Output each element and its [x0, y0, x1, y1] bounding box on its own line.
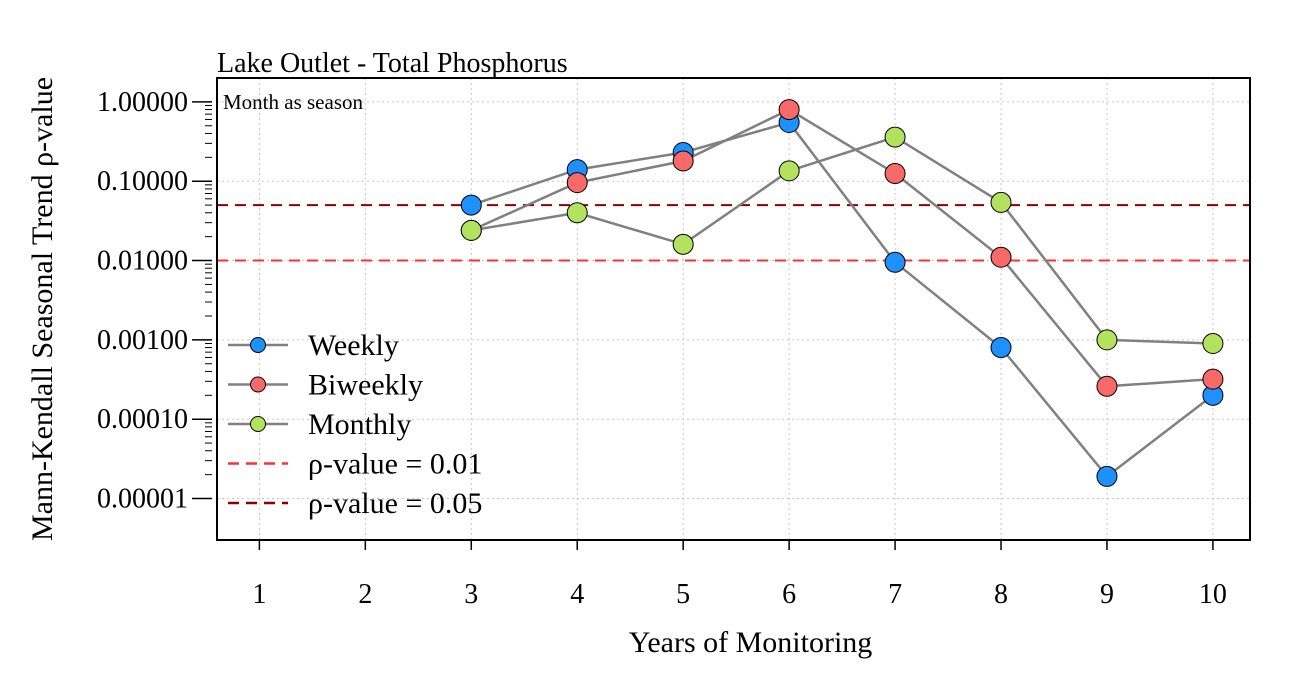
- data-point: [1096, 375, 1118, 397]
- legend-marker: [250, 416, 266, 432]
- series-line: [470, 121, 1214, 479]
- reference-lines: [217, 204, 1250, 262]
- chart-title: Lake Outlet - Total Phosphorus: [217, 48, 568, 79]
- data-point: [1096, 329, 1118, 351]
- data-point: [884, 251, 906, 273]
- data-point: [460, 219, 482, 241]
- x-tick-label: 10: [1199, 579, 1227, 610]
- axes: 1 2 3 4 5 6 7 8 9 10 0.00001 0.00010 0.00100 0.01000 0…: [97, 87, 1227, 610]
- data-point: [672, 150, 694, 172]
- x-tick-label: 9: [1100, 579, 1114, 610]
- y-tick-label: 0.01000: [97, 246, 188, 277]
- legend-marker: [250, 376, 266, 393]
- data-point: [778, 160, 800, 182]
- x-tick-label: 8: [994, 579, 1008, 610]
- data-point: [990, 246, 1012, 268]
- x-tick-label: 1: [252, 579, 266, 610]
- x-axis-label: Years of Monitoring: [629, 626, 873, 659]
- legend-marker: [250, 337, 266, 353]
- legend-label: ρ-value = 0.01: [308, 448, 482, 481]
- data-point: [884, 126, 906, 148]
- data-point: [672, 233, 694, 255]
- chart-annotation: Month as season: [223, 90, 363, 114]
- data-point: [1202, 368, 1224, 390]
- series-line: [470, 108, 1213, 388]
- data-point: [990, 191, 1012, 213]
- data-point: [566, 202, 588, 224]
- x-tick-label: 4: [570, 579, 584, 610]
- legend-label: ρ-value = 0.05: [308, 487, 482, 520]
- y-tick-label: 0.00001: [97, 484, 188, 515]
- data-point: [778, 99, 800, 121]
- data-point: [566, 172, 588, 194]
- y-tick-label: 0.00100: [97, 325, 188, 356]
- data-point: [884, 163, 906, 185]
- grid: [217, 78, 1250, 540]
- data-point: [1202, 332, 1224, 354]
- legend-label: Weekly: [308, 329, 399, 362]
- legend: Weekly Biweekly Monthly ρ-value = 0.01 ρ-val…: [228, 329, 482, 520]
- data-series: [460, 99, 1224, 487]
- data-point: [1096, 465, 1118, 487]
- x-tick-label: 3: [464, 579, 478, 610]
- x-tick-label: 2: [358, 579, 372, 610]
- legend-label: Biweekly: [308, 369, 423, 402]
- plot-area-frame: [216, 77, 1251, 541]
- legend-label: Monthly: [308, 408, 411, 441]
- y-tick-label: 1.00000: [97, 87, 188, 118]
- x-tick-label: 6: [782, 579, 796, 610]
- x-tick-label: 7: [888, 579, 902, 610]
- x-tick-label: 5: [676, 579, 690, 610]
- y-tick-label: 0.00010: [97, 404, 188, 435]
- data-point: [990, 337, 1012, 359]
- data-point: [460, 194, 482, 216]
- y-tick-label: 0.10000: [97, 166, 188, 197]
- series-line: [471, 135, 1213, 345]
- y-axis-label: Mann-Kendall Seasonal Trend ρ-value: [26, 77, 59, 541]
